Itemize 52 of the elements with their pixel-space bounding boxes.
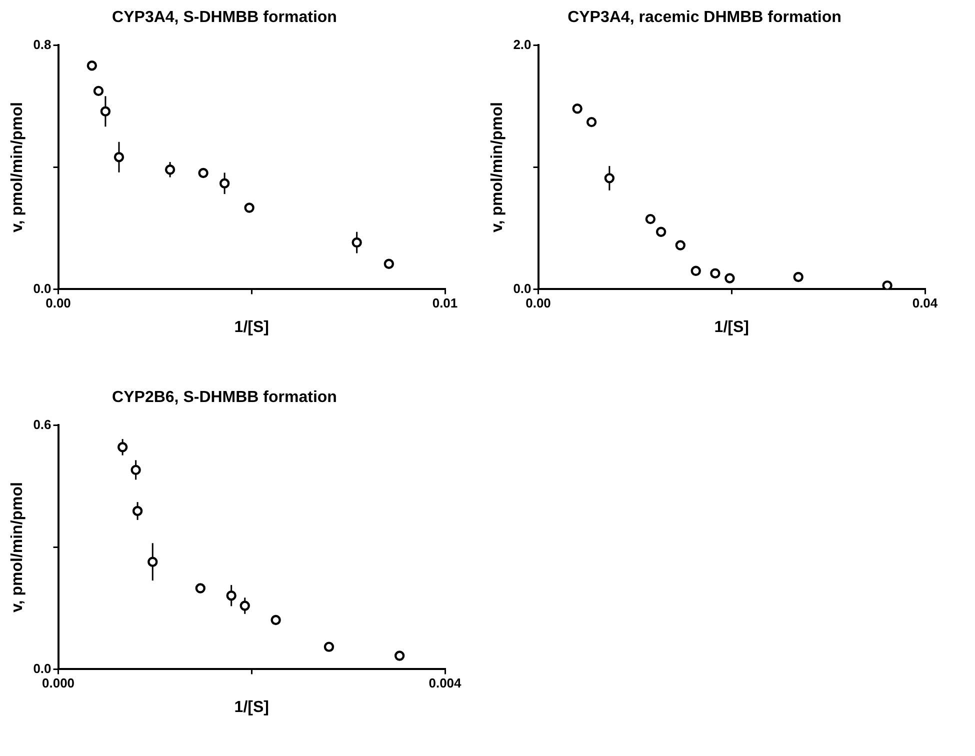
point: [86, 60, 98, 71]
point: [93, 86, 104, 96]
point: [572, 104, 582, 114]
x-tick-label: 0.01: [432, 296, 458, 311]
point: [117, 442, 128, 452]
y-axis-title: v, pmol/min/pmol: [9, 102, 26, 232]
point: [604, 173, 615, 184]
x-axis-title: 1/[S]: [234, 318, 269, 336]
point: [882, 280, 892, 290]
point: [270, 614, 281, 626]
y-axis-title: v, pmol/min/pmol: [489, 102, 506, 232]
chart-title: CYP3A4, racemic DHMBB formation: [568, 9, 842, 26]
point: [244, 202, 254, 213]
point: [164, 164, 176, 175]
x-tick-label: 0.00: [46, 296, 71, 311]
x-tick-label: 0.04: [912, 296, 938, 311]
point: [148, 556, 158, 567]
point: [130, 464, 141, 476]
point: [586, 116, 597, 128]
point: [394, 650, 405, 661]
y-tick-label: 2.0: [513, 36, 532, 52]
x-tick-label: 0.000: [42, 676, 75, 691]
point: [240, 600, 250, 611]
y-axis-title: v, pmol/min/pmol: [9, 482, 26, 612]
chart-title: CYP3A4, S-DHMBB formation: [112, 9, 337, 26]
x-tick-label: 0.004: [428, 676, 462, 691]
point: [324, 642, 334, 652]
point: [384, 258, 394, 269]
point: [656, 226, 666, 237]
chart-title: CYP2B6, S-DHMBB formation: [112, 389, 337, 406]
point: [226, 590, 236, 601]
point: [675, 240, 686, 250]
x-axis-title: 1/[S]: [714, 318, 749, 336]
y-tick-label: 0.6: [33, 416, 52, 432]
x-tick-label: 0.00: [526, 296, 551, 311]
point: [100, 106, 111, 116]
point: [352, 237, 362, 248]
point: [690, 266, 701, 276]
point: [132, 506, 143, 516]
y-tick-label: 0.0: [513, 280, 532, 296]
point: [710, 268, 720, 278]
point: [793, 272, 804, 282]
y-tick-label: 0.0: [33, 660, 52, 676]
point: [645, 214, 656, 224]
y-tick-label: 0.8: [33, 36, 52, 52]
y-tick-label: 0.0: [33, 280, 52, 296]
point: [724, 273, 735, 284]
point: [219, 178, 230, 188]
point: [198, 168, 208, 178]
x-axis-title: 1/[S]: [234, 698, 269, 716]
point: [114, 152, 124, 162]
point: [195, 583, 206, 594]
